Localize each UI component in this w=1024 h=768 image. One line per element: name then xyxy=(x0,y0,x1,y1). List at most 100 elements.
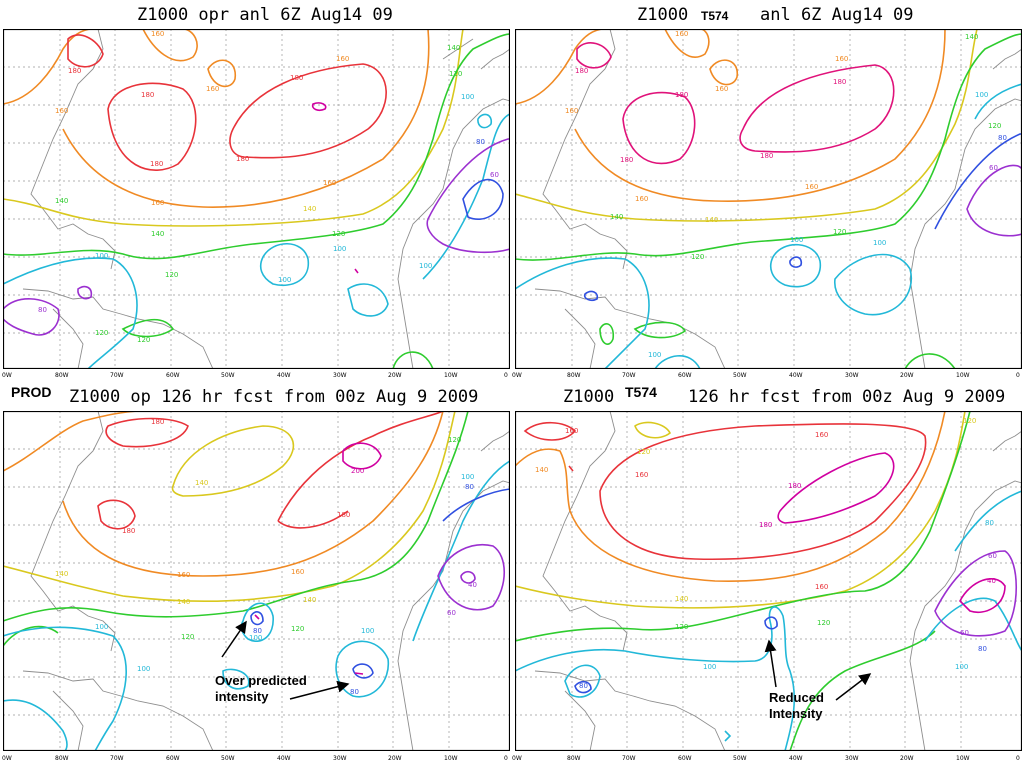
x-tick: 0W xyxy=(512,755,522,762)
contour-label: 180 xyxy=(620,156,633,164)
x-tick: 20W xyxy=(388,372,402,379)
contour-label: 140 xyxy=(55,570,68,578)
contour-label: 40 xyxy=(987,577,996,585)
x-tick: 0W xyxy=(2,372,12,379)
x-tick: 0 xyxy=(1016,755,1020,762)
x-tick: 70W xyxy=(110,755,124,762)
contour-labels: 180 200 140 180 180 160 160 140 140 140 … xyxy=(55,418,477,696)
contour-label: 180 xyxy=(151,418,164,426)
contour-label: 160 xyxy=(565,427,578,435)
x-tick: 50W xyxy=(733,755,747,762)
contour-label: 120 xyxy=(675,623,688,631)
title-top-right-b: anl 6Z Aug14 09 xyxy=(760,5,914,25)
contour-label: 200 xyxy=(351,467,364,475)
contour-label: 180 xyxy=(788,482,801,490)
annotation-reduced: Reduced Intensity xyxy=(769,690,824,722)
map-panel-top-right: 180 160 160 160 160 180 180 180 180 160 … xyxy=(515,29,1022,369)
x-tick: 80W xyxy=(567,372,581,379)
contour-labels: 180 160 160 160 160 180 180 180 180 160 … xyxy=(565,30,1007,359)
contour-label: 180 xyxy=(675,91,688,99)
contour-label: 120 xyxy=(449,70,462,78)
map-canvas-top-left: 180 160 160 160 160 180 180 180 180 160 … xyxy=(3,29,510,369)
contour-label: 100 xyxy=(975,91,988,99)
x-tick: 20W xyxy=(388,755,402,762)
contour-label: 80 xyxy=(476,138,485,146)
contour-label: 140 xyxy=(195,479,208,487)
contour-label: 100 xyxy=(278,276,291,284)
title-bottom-right-b: 126 hr fcst from 00z Aug 9 2009 xyxy=(688,387,1006,407)
contour-label: 120 xyxy=(448,436,461,444)
title-top-right-a: Z1000 xyxy=(637,5,689,25)
contour-label: 160 xyxy=(151,30,164,38)
contour-label: 180 xyxy=(68,67,81,75)
contour-label: 120 xyxy=(988,122,1001,130)
x-tick: 10W xyxy=(444,372,458,379)
contour-label: 100 xyxy=(955,663,968,671)
map-canvas-top-right: 180 160 160 160 160 180 180 180 180 160 … xyxy=(515,29,1022,369)
contour-label: 160 xyxy=(151,199,164,207)
graticule xyxy=(515,411,1022,751)
coastline xyxy=(534,29,1022,369)
map-panel-bottom-left: 180 200 140 180 180 160 160 140 140 140 … xyxy=(3,411,510,751)
annotation-line: Reduced xyxy=(769,690,824,705)
contour-label: 160 xyxy=(177,571,190,579)
contour-label: 180 xyxy=(760,152,773,160)
contour-label: 120 xyxy=(95,329,108,337)
contour-label: 80 xyxy=(978,645,987,653)
x-tick: 0W xyxy=(2,755,12,762)
contour-label: 140 xyxy=(303,596,316,604)
annotation-line: intensity xyxy=(215,689,269,704)
contour-label: 180 xyxy=(290,74,303,82)
x-tick: 30W xyxy=(333,372,347,379)
graticule xyxy=(3,29,510,369)
contour-label: 180 xyxy=(833,78,846,86)
x-tick: 20W xyxy=(900,755,914,762)
contour-label: 80 xyxy=(998,134,1007,142)
contour-label: 160 xyxy=(55,107,68,115)
contour-label: 160 xyxy=(815,583,828,591)
contour-label: 80 xyxy=(579,682,588,690)
contour-label: 120 xyxy=(291,625,304,633)
contour-label: 140 xyxy=(610,213,623,221)
contour-label: 120 xyxy=(817,619,830,627)
contour-label: 180 xyxy=(141,91,154,99)
map-panel-bottom-right: 160 140 120 160 160 180 180 160 140 120 … xyxy=(515,411,1022,751)
contour-label: 100 xyxy=(249,634,262,642)
contour-label: 140 xyxy=(55,197,68,205)
contour-label: 140 xyxy=(535,466,548,474)
contour-label: 80 xyxy=(38,306,47,314)
x-tick: 50W xyxy=(733,372,747,379)
contour-label: 140 xyxy=(675,595,688,603)
coastline xyxy=(534,411,1022,751)
contour-label: 140 xyxy=(965,33,978,41)
annotation-line: Intensity xyxy=(769,706,823,721)
x-tick: 60W xyxy=(166,755,180,762)
contour-label: 80 xyxy=(253,627,262,635)
x-tick: 10W xyxy=(956,755,970,762)
contour-label: 120 xyxy=(165,271,178,279)
contour-label: 160 xyxy=(635,471,648,479)
contour-label: 180 xyxy=(337,511,350,519)
contour-label: 80 xyxy=(465,483,474,491)
title-top-right-tag: T574 xyxy=(701,9,729,23)
contour-label: 120 xyxy=(963,417,976,425)
contour-label: 100 xyxy=(95,623,108,631)
title-top-left: Z1000 opr anl 6Z Aug14 09 xyxy=(137,5,393,25)
contour-label: 100 xyxy=(361,627,374,635)
x-tick: 20W xyxy=(900,372,914,379)
contour-label: 120 xyxy=(691,253,704,261)
contour-labels: 160 140 120 160 160 180 180 160 140 120 … xyxy=(535,417,997,690)
contour-label: 160 xyxy=(715,85,728,93)
x-tick: 80W xyxy=(55,755,69,762)
map-panel-top-left: 180 160 160 160 160 180 180 180 180 160 … xyxy=(3,29,510,369)
x-tick: 0 xyxy=(504,755,508,762)
contour-label: 100 xyxy=(95,252,108,260)
contour-label: 140 xyxy=(303,205,316,213)
contour-label: 100 xyxy=(648,351,661,359)
contour-label: 60 xyxy=(988,552,997,560)
contour-label: 100 xyxy=(419,262,432,270)
contour-label: 120 xyxy=(833,228,846,236)
x-tick: 80W xyxy=(55,372,69,379)
x-tick: 70W xyxy=(622,372,636,379)
contours xyxy=(515,29,1022,369)
